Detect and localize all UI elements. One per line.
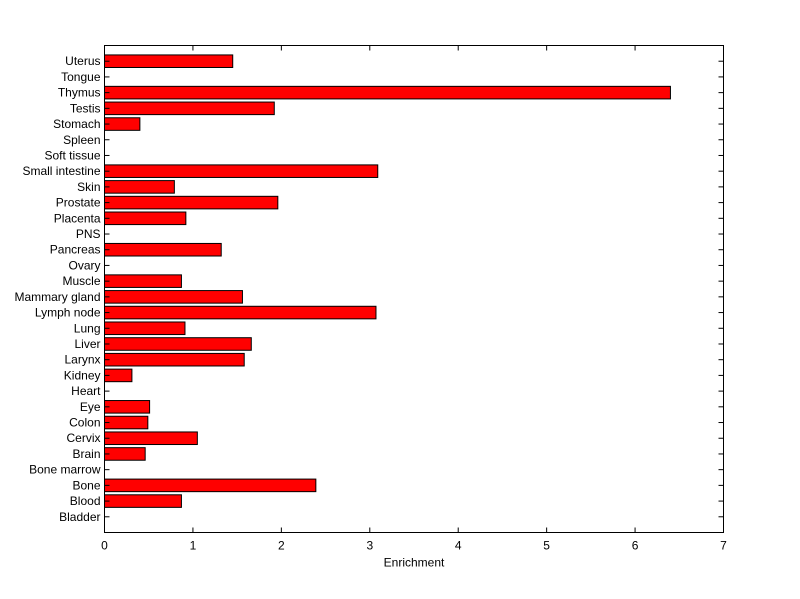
x-tick-label: 6 bbox=[632, 539, 639, 553]
y-tick-label: Larynx bbox=[64, 353, 100, 367]
y-tick-label: Cervix bbox=[66, 431, 100, 445]
y-tick-label: Kidney bbox=[64, 368, 101, 382]
plot-area-frame bbox=[104, 45, 724, 533]
y-tick-label: Bladder bbox=[59, 510, 100, 524]
bar-placenta bbox=[104, 211, 187, 226]
bars-layer bbox=[104, 54, 671, 508]
x-tick-label: 1 bbox=[190, 539, 197, 553]
bar-pancreas bbox=[104, 242, 222, 257]
y-tick-label: Uterus bbox=[65, 54, 100, 68]
y-tick-label: Muscle bbox=[62, 274, 100, 288]
bar-skin bbox=[104, 180, 175, 194]
y-tick-label: Ovary bbox=[68, 258, 100, 272]
bar-mammary-gland bbox=[104, 290, 243, 304]
y-tick-label: Pancreas bbox=[50, 243, 101, 257]
y-tick-label: PNS bbox=[76, 227, 101, 241]
x-tick-label: 2 bbox=[278, 539, 285, 553]
y-tick-label: Stomach bbox=[53, 117, 100, 131]
bar-lung bbox=[104, 321, 186, 336]
y-tick-label: Eye bbox=[80, 400, 101, 414]
bar-prostate bbox=[104, 195, 279, 210]
y-tick-label: Bone marrow bbox=[29, 463, 101, 477]
y-tick-label: Small intestine bbox=[22, 164, 100, 178]
y-tick-label: Skin bbox=[77, 180, 100, 194]
bar-brain bbox=[104, 447, 146, 461]
y-tick-label: Lymph node bbox=[35, 306, 101, 320]
bar-cervix bbox=[104, 431, 198, 446]
bar-lymph-node bbox=[104, 305, 377, 320]
bar-liver bbox=[104, 337, 252, 351]
y-tick-label: Heart bbox=[71, 384, 101, 398]
x-axis-title: Enrichment bbox=[384, 556, 445, 570]
x-tick-label: 4 bbox=[455, 539, 462, 553]
y-tick-label: Colon bbox=[69, 416, 100, 430]
y-tick-label: Tongue bbox=[61, 70, 101, 84]
y-tick-label: Lung bbox=[74, 321, 101, 335]
bar-colon bbox=[104, 415, 149, 430]
bar-testis bbox=[104, 101, 275, 116]
y-tick-label: Mammary gland bbox=[14, 290, 100, 304]
x-tick-label: 5 bbox=[543, 539, 550, 553]
x-tick-label: 7 bbox=[720, 539, 727, 553]
bar-thymus bbox=[104, 85, 671, 100]
y-tick-label: Blood bbox=[70, 494, 101, 508]
bar-uterus bbox=[104, 54, 234, 68]
bar-eye bbox=[104, 400, 151, 414]
bar-stomach bbox=[104, 117, 141, 131]
y-tick-label: Thymus bbox=[58, 86, 101, 100]
bar-muscle bbox=[104, 274, 182, 288]
y-tick-label: Soft tissue bbox=[44, 148, 100, 162]
y-tick-label: Placenta bbox=[54, 211, 101, 225]
y-tick-label: Brain bbox=[72, 447, 100, 461]
x-tick-label: 0 bbox=[101, 539, 108, 553]
y-tick-label: Prostate bbox=[56, 196, 101, 210]
bar-small-intestine bbox=[104, 164, 379, 178]
y-tick-label: Testis bbox=[70, 101, 101, 115]
bar-blood bbox=[104, 494, 182, 508]
y-tick-label: Spleen bbox=[63, 133, 100, 147]
y-tick-label: Liver bbox=[74, 337, 100, 351]
y-tick-label: Bone bbox=[72, 478, 100, 492]
bar-larynx bbox=[104, 352, 245, 367]
x-tick-label: 3 bbox=[366, 539, 373, 553]
bar-bone bbox=[104, 478, 317, 493]
